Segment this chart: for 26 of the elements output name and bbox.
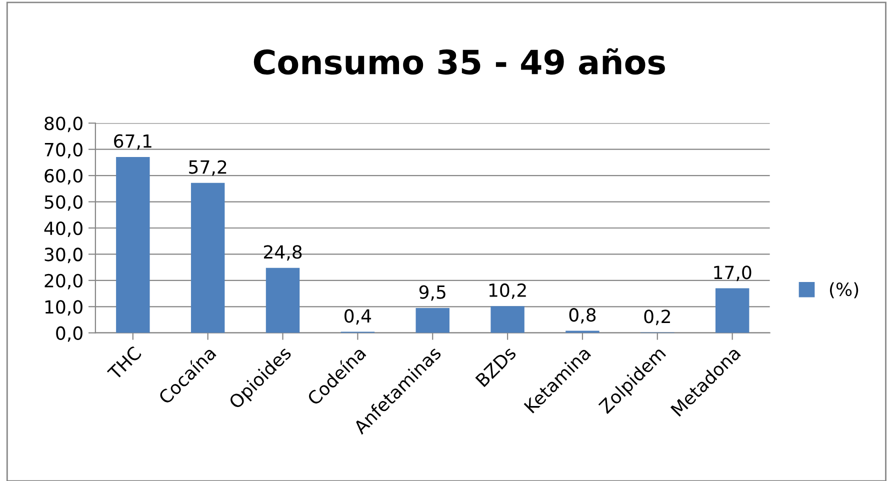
bar [266,268,300,333]
data-label: 24,8 [264,245,302,261]
bar [715,288,750,333]
y-tick-label: 70,0 [44,142,82,158]
y-tick-label: 0,0 [56,326,82,342]
legend-label: (%) [830,282,858,298]
chart-title: Consumo 35 - 49 años [254,48,665,75]
y-tick-label: 20,0 [44,274,82,290]
bar [416,308,450,333]
data-label: 17,0 [714,266,752,282]
data-label: 0,2 [644,310,670,326]
y-tick-label: 10,0 [45,300,82,316]
y-tick-label: 80,0 [44,116,82,132]
data-label: 0,8 [569,308,596,324]
bar [116,156,150,333]
data-label: 9,5 [419,285,446,301]
data-label: 10,2 [489,283,526,299]
y-tick-label: 30,0 [44,248,82,264]
data-label: 0,4 [344,309,372,325]
y-tick-label: 40,0 [44,221,82,237]
y-tick-label: 60,0 [44,169,82,185]
data-label: 67,1 [114,134,152,150]
data-label: 57,2 [189,160,226,176]
y-tick-label: 50,0 [44,195,82,211]
bar [490,306,524,333]
bar [190,182,225,333]
